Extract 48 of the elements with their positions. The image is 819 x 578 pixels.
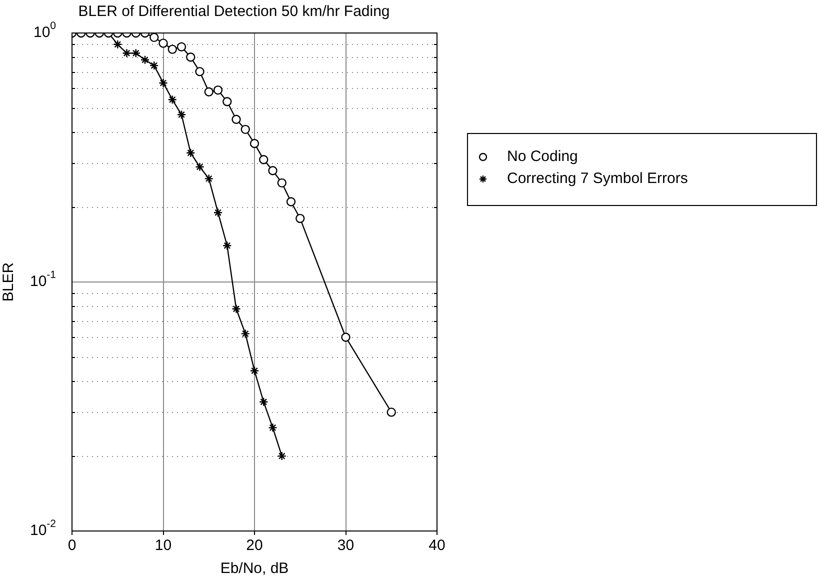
- point: [232, 114, 241, 124]
- point: [186, 52, 196, 62]
- x-tick-label: 40: [428, 537, 446, 554]
- point: [195, 162, 204, 172]
- point: [232, 304, 241, 314]
- point: [268, 423, 278, 432]
- point: [140, 55, 150, 64]
- point: [268, 166, 278, 176]
- point: [113, 40, 122, 49]
- point: [176, 42, 186, 52]
- point: [286, 197, 296, 206]
- point: [168, 95, 177, 104]
- point: [131, 48, 140, 58]
- chart-title: BLER of Differential Detection 50 km/hr Fading: [78, 3, 390, 20]
- point: [296, 214, 305, 224]
- point: [150, 33, 159, 42]
- point: [277, 451, 286, 461]
- legend-label: Correcting 7 Symbol Errors: [507, 170, 688, 188]
- point: [122, 48, 132, 58]
- point: [341, 332, 350, 342]
- point: [222, 241, 232, 250]
- point: [277, 178, 286, 188]
- point: [259, 155, 268, 164]
- point: [250, 366, 260, 376]
- point: [222, 97, 232, 106]
- point: [150, 60, 159, 70]
- point: [240, 124, 250, 134]
- point: [158, 78, 168, 88]
- x-axis-title: Eb/No, dB: [220, 560, 289, 578]
- point: [259, 397, 268, 406]
- point: [204, 174, 214, 184]
- x-tick-label: 10: [154, 537, 172, 554]
- point: [240, 329, 250, 338]
- point: [168, 44, 177, 54]
- point: [195, 66, 204, 76]
- legend-label: No Coding: [507, 148, 578, 166]
- x-tick-label: 30: [337, 537, 354, 554]
- point: [204, 87, 214, 97]
- point: [213, 208, 223, 218]
- point: [250, 138, 260, 148]
- point: [213, 85, 223, 95]
- x-tick-label: 20: [246, 537, 263, 554]
- point: [186, 148, 196, 158]
- y-axis-title: BLER: [0, 262, 18, 302]
- point: [386, 408, 396, 417]
- point: [158, 38, 168, 48]
- x-tick-label: 0: [68, 537, 76, 554]
- point: [176, 110, 186, 120]
